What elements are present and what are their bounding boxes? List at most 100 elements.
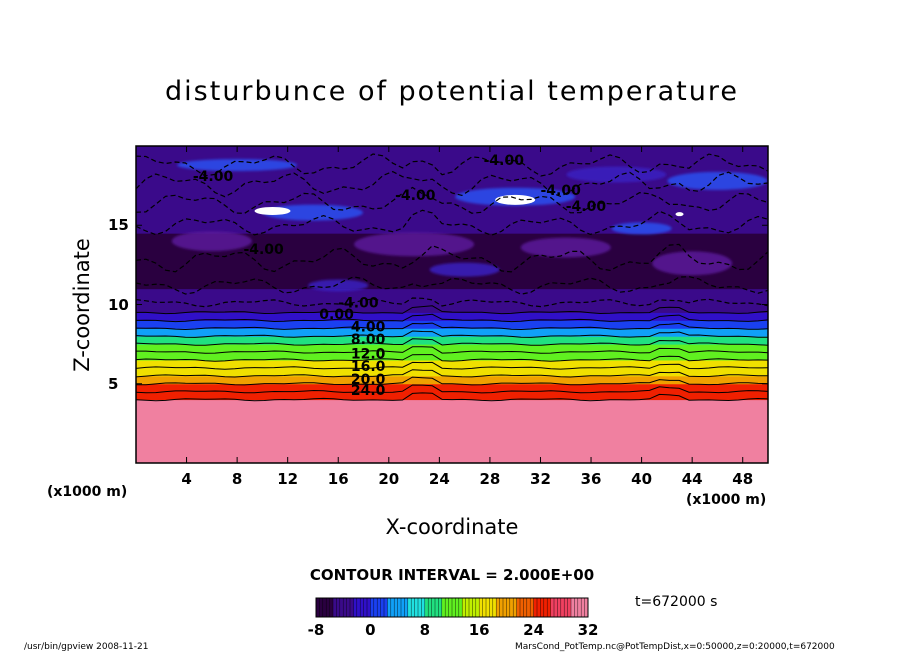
heatmap-layer-7 [136,343,768,353]
chart-title: disturbunce of potential temperature [165,76,739,107]
colorbar-tick-label: 24 [523,621,545,639]
contour-interval-label: CONTOUR INTERVAL = 2.000E+00 [309,566,595,584]
heatmap-layer-5 [136,359,768,369]
contour-line-negative [136,209,768,236]
heatmap-layer-1 [136,391,768,401]
colorbar-cell [482,598,487,617]
contour-line [136,376,768,386]
contour-label: -4.00 [193,169,234,185]
heatmap-layer-6 [136,351,768,361]
colorbar-cell [316,598,320,617]
colorbar-cell [489,598,494,617]
colorbar-cell [486,598,490,617]
colorbar-cell [438,598,443,617]
colorbar-cell [360,598,364,617]
colorbar-cell [346,598,351,617]
heatmap-layer-8 [136,335,768,345]
colorbar-cell [377,598,381,617]
contour-label: -4.00 [338,296,379,312]
x-tick-label: 12 [277,470,299,488]
x-tick-label: 44 [681,470,703,488]
colorbar-cell [506,598,511,617]
colorbar-cell [380,598,385,617]
colorbar-cell [526,598,531,617]
colorbar-cell [520,598,524,617]
x-unit-label-left: (x1000 m) [47,484,128,500]
contour-line-negative [136,170,768,198]
colorbar-cell [462,598,466,617]
heatmap-layer-16 [136,146,768,163]
x-tick-label: 28 [479,470,501,488]
colorbar-cell [445,598,449,617]
colorbar-cell [503,598,507,617]
x-tick-label: 4 [181,470,192,488]
colorbar-cell [492,598,497,617]
texture-patch-6 [667,171,768,190]
colorbar-tick-label: 8 [419,621,431,639]
heatmap-layer-3 [136,375,768,385]
contour-label: 0.00 [319,307,354,323]
colorbar-cell [543,598,548,617]
contour-label: 4.00 [351,319,386,335]
colorbar-cell [414,598,419,617]
colorbar-cell [581,598,585,617]
colorbar-cell [550,598,555,617]
x-unit-label-right: (x1000 m) [686,492,767,508]
colorbar-cell [421,598,426,617]
contour-line [136,338,768,346]
colorbar-tick-label: -8 [307,621,325,639]
colorbar-cell [370,598,375,617]
x-tick-label: 20 [378,470,400,488]
colorbar-cell [571,598,575,617]
colorbar-frame [315,597,589,618]
colorbar-cell [356,598,361,617]
colorbar-cell [557,598,562,617]
texture-patch-11 [611,222,672,235]
contour-line [136,361,768,370]
colorbar-cell [353,598,358,617]
colorbar-cell [479,598,483,617]
heatmap-layer-0 [136,399,768,463]
colorbar-cell [329,598,334,617]
texture-patch-4 [262,204,363,221]
colorbar-tick-label: 0 [365,621,376,639]
colorbar-cell [319,598,324,617]
contour-line [136,330,768,338]
contour-line [136,322,768,331]
x-tick-label: 48 [732,470,754,488]
colorbar-cell [465,598,470,617]
contour-labels: -4.00-4.00-4.00-4.00-4.00-4.00-4.000.004… [193,153,606,399]
contour-line-negative [136,297,768,308]
x-tick-label: 36 [580,470,602,488]
texture-patch-2 [520,237,611,258]
x-axis-label: X-coordinate [385,515,519,539]
contour-line-negative [136,186,768,214]
colorbar-cell [435,598,439,617]
heatmap-layer-11 [136,311,768,321]
colorbar-cell [390,598,395,617]
contour-line [136,305,768,315]
colorbar-tick-label: 16 [468,621,490,639]
heatmap-layer-9 [136,327,768,337]
texture-patch-10 [308,279,369,292]
footer-source: MarsCond_PotTemp.nc@PotTempDist,x=0:5000… [515,642,835,652]
colorbar-cell [397,598,402,617]
colorbar-cell [322,598,327,617]
colorbar-cell [533,598,538,617]
colorbar-cell [363,598,368,617]
heatmap-layer-10 [136,319,768,329]
colorbar-cell [567,598,572,617]
y-axis-label: Z-coordinate [70,238,94,372]
x-tick-label: 32 [530,470,551,488]
texture-patch-7 [177,159,298,172]
texture-patches [171,159,768,292]
contour-line [136,392,768,402]
contour-label: 20.0 [351,372,386,388]
heatmap-layer-2 [136,383,768,393]
colorbar-cell [367,598,371,617]
colorbar-cell [547,598,551,617]
colorbar-cell [394,598,398,617]
colorbar-cell [407,598,412,617]
contour-label: 16.0 [351,359,386,375]
